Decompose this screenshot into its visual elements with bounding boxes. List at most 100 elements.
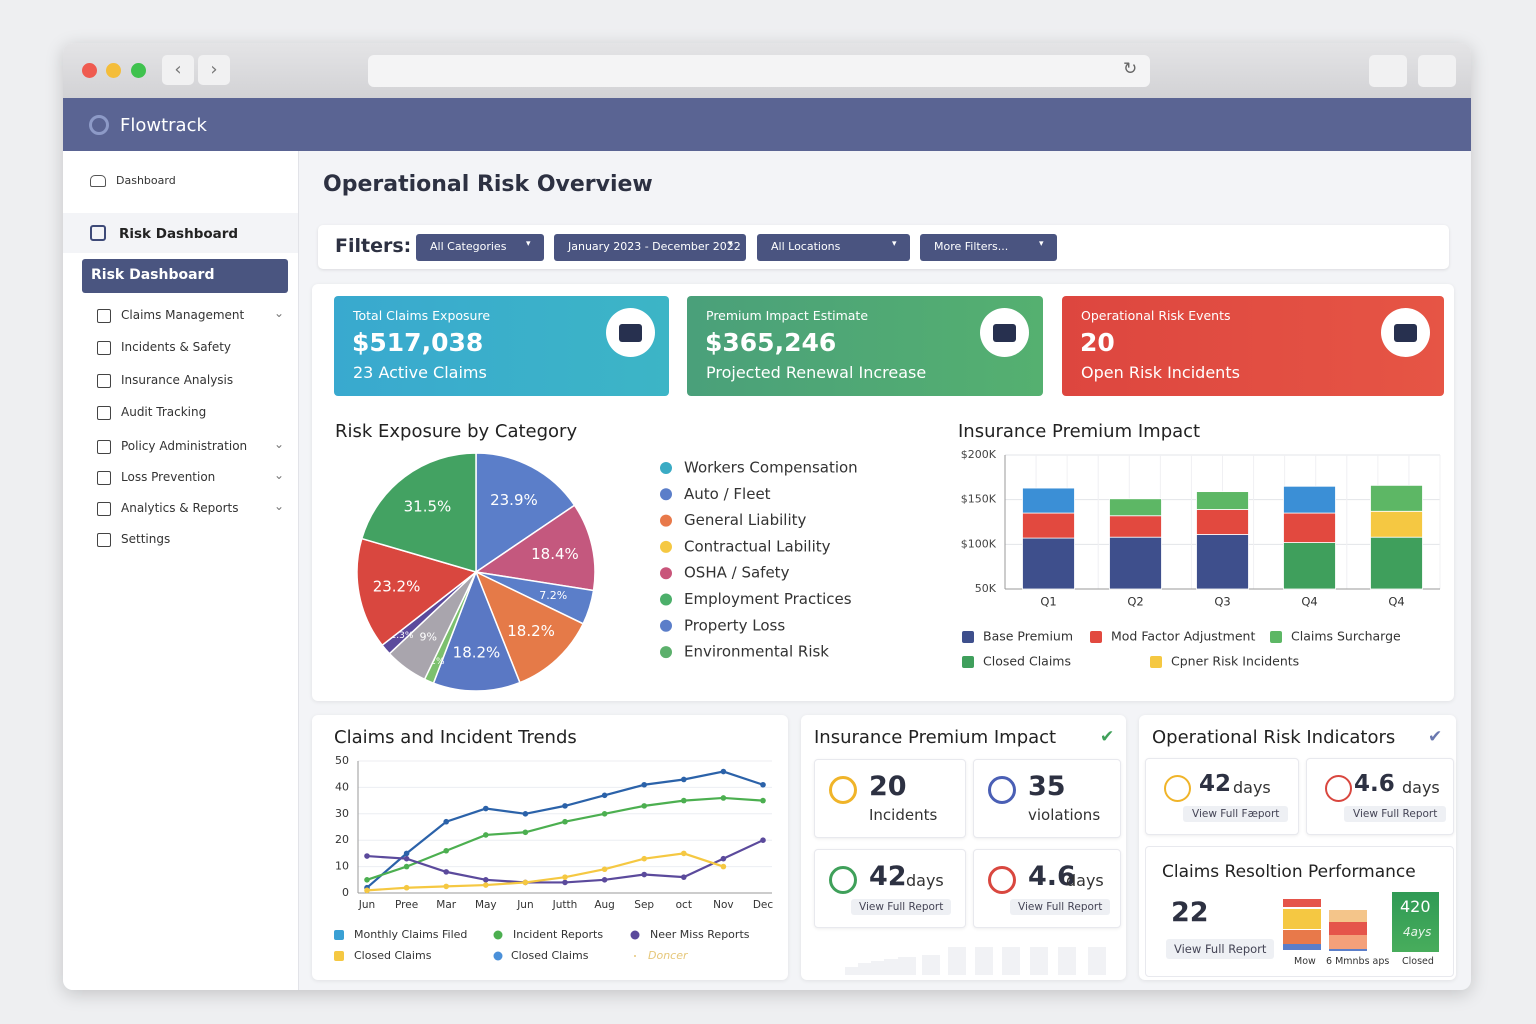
report-link[interactable]: View Full Report (1010, 899, 1111, 915)
x-tick-label: Jun (358, 899, 375, 911)
legend-swatch (660, 462, 672, 474)
faded-bar (884, 959, 902, 975)
bar-segment (1283, 512, 1336, 543)
close-dot[interactable] (82, 63, 97, 78)
line-point (720, 855, 727, 862)
nav-item[interactable]: Settings (121, 532, 171, 546)
x-tick-label: Q2 (1127, 595, 1143, 609)
nav-item[interactable]: Policy Administration (121, 439, 248, 453)
nav-item[interactable]: Claims Management (121, 308, 245, 322)
line-point (403, 884, 410, 891)
legend-swatch (660, 514, 672, 527)
line-point (483, 805, 489, 812)
y-tick-label: $150K (961, 493, 997, 506)
bar-segment (1109, 498, 1162, 517)
line-point (522, 829, 529, 836)
legend-label: Environmental Risk (684, 643, 829, 661)
bar-segment (1283, 485, 1336, 514)
faded-bar (898, 957, 916, 975)
filter-dropdown[interactable]: More Filters... (920, 234, 1057, 261)
legend-label: Monthly Claims Filed (354, 928, 467, 941)
app-name: Flowtrack (120, 115, 207, 136)
report-link[interactable]: View Full Report (1166, 939, 1275, 959)
tabs-button[interactable] (1418, 55, 1456, 87)
legend-swatch (493, 930, 503, 940)
kpi-label: Operational Risk Events (1081, 308, 1231, 323)
x-tick-label: Q4 (1388, 595, 1404, 609)
legend-swatch (962, 656, 974, 668)
pie-slice (474, 570, 585, 684)
x-tick-label: Q4 (1301, 595, 1317, 609)
max-dot[interactable] (131, 63, 146, 78)
filter-dropdown[interactable]: January 2023 - December 2022 (554, 234, 746, 261)
legend-swatch (630, 930, 640, 940)
share-button[interactable] (1369, 55, 1407, 87)
mini-bar (1283, 899, 1321, 907)
back-button[interactable]: ‹ (162, 55, 194, 85)
metric-unit: Incidents (869, 806, 938, 824)
min-dot[interactable] (106, 63, 121, 78)
check-icon: ✔ (1428, 727, 1443, 747)
card-title: Operational Risk Indicators (1152, 727, 1396, 748)
faded-bar (922, 955, 940, 975)
legend-label: Closed Claims (354, 949, 432, 962)
nav-section-bg (63, 213, 298, 253)
filter-dropdown[interactable]: All Locations (757, 234, 910, 261)
metric-unit: days (1066, 871, 1104, 890)
mini-bar (1329, 935, 1367, 949)
report-link[interactable]: View Full Fæport (1183, 806, 1289, 822)
line-point (760, 837, 766, 843)
legend-label: General Liability (684, 511, 807, 529)
kpi-sub: Open Risk Incidents (1081, 363, 1240, 382)
nav-item[interactable]: Dashboard (116, 174, 176, 187)
line-point (681, 776, 687, 783)
reload-icon[interactable]: ↻ (1123, 59, 1138, 79)
line-point (483, 832, 489, 838)
legend-swatch (1090, 631, 1102, 643)
nav-item[interactable]: Audit Tracking (121, 405, 207, 419)
line-series (366, 770, 764, 889)
y-tick-label: 0 (342, 886, 349, 899)
y-tick-label: $100K (961, 537, 997, 550)
legend-label: Closed Claims (983, 654, 1071, 669)
kpi-value: 20 (1080, 328, 1115, 357)
nav-item[interactable]: Insurance Analysis (121, 373, 234, 387)
metric-unit: days (906, 871, 944, 890)
legend-swatch (660, 567, 672, 580)
x-tick-label: oct (676, 899, 692, 911)
legend-label: Doncer (648, 949, 689, 962)
report-link[interactable]: View Full Report (851, 899, 952, 915)
nav-item[interactable]: Loss Prevention (121, 470, 216, 484)
legend-label: Neer Miss Reports (650, 928, 750, 941)
nav-section: Risk Dashboard (119, 226, 239, 242)
line-point (641, 855, 647, 862)
nav-chevron: ⌄ (274, 499, 285, 513)
line-point (522, 879, 529, 886)
nav-item[interactable]: Analytics & Reports (121, 501, 239, 515)
line-point (720, 768, 727, 775)
line-point (443, 883, 450, 890)
line-point (720, 795, 727, 801)
legend-swatch (1270, 631, 1282, 643)
x-tick-label: Dec (753, 899, 774, 911)
report-link[interactable]: View Full Report (1344, 806, 1447, 822)
kpi-icon-glyph (1394, 324, 1417, 342)
badge-value: 420 (1400, 897, 1431, 916)
panel (312, 715, 788, 980)
filter-dropdown[interactable]: All Categories (416, 234, 544, 261)
nav-active[interactable]: Risk Dashboard (82, 259, 288, 293)
forward-button[interactable]: › (198, 55, 230, 85)
line-point (483, 877, 489, 883)
bar-segment (1370, 510, 1423, 538)
dropdown-caret: ▾ (892, 239, 897, 249)
mini-bar (1329, 922, 1367, 936)
bar-segment (1109, 536, 1162, 590)
address-bar[interactable] (368, 55, 1150, 87)
page-title: Operational Risk Overview (323, 172, 653, 197)
nav-item[interactable]: Incidents & Safety (121, 340, 232, 354)
mini-bar (1283, 930, 1321, 944)
legend-swatch (493, 951, 503, 961)
metric-value: 42 (1199, 771, 1232, 797)
